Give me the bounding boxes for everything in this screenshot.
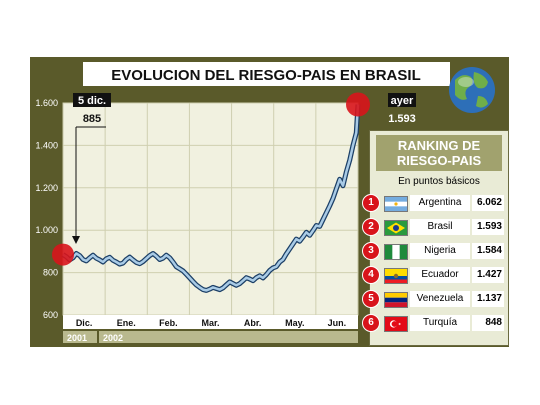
ranking-number-badge: 6 [362,314,380,332]
ranking-row: 6 Turquía 848 [362,313,508,333]
ranking-country-name: Venezuela [410,291,470,307]
x-tick-labels: Dic. Ene. Feb. Mar. Abr. May. Jun. [76,318,346,328]
ranking-value: 848 [472,315,504,331]
year-label-2001: 2001 [67,333,87,343]
ranking-row: 5 Venezuela 1.137 [362,289,508,309]
ranking-value: 6.062 [472,195,504,211]
venezuela-flag-icon [384,292,408,308]
turquia-flag-icon [384,316,408,332]
ranking-number-badge: 5 [362,290,380,308]
ranking-row: 1 Argentina 6.062 [362,193,508,213]
ranking-country-name: Nigeria [410,243,470,259]
ranking-value: 1.137 [472,291,504,307]
ranking-title: RANKING DE RIESGO-PAIS [376,135,502,171]
ranking-country-name: Ecuador [410,267,470,283]
chart-title: EVOLUCION DEL RIESGO-PAIS EN BRASIL [111,67,420,84]
start-annotation-label: 5 dic. [78,95,106,107]
start-annotation-arrow [72,236,80,244]
x-tick-label: Dic. [76,318,93,328]
ranking-value: 1.584 [472,243,504,259]
y-tick-labels: 1.600 1.400 1.200 1.000 800 600 [35,98,58,320]
ranking-subtitle: En puntos básicos [398,176,480,187]
plot-area [62,102,359,316]
x-tick-label: Feb. [159,318,178,328]
y-tick-label: 1.600 [35,98,58,108]
ranking-country-name: Brasil [410,219,470,235]
ranking-row: 2 Brasil 1.593 [362,217,508,237]
end-annotation-label: ayer [391,95,414,107]
x-tick-label: May. [285,318,304,328]
y-tick-label: 1.200 [35,183,58,193]
ranking-number-badge: 1 [362,194,380,212]
y-tick-label: 800 [43,268,58,278]
ranking-number-badge: 4 [362,266,380,284]
end-annotation-value: 1.593 [388,113,416,125]
ranking-row: 4 Ecuador 1.427 [362,265,508,285]
ranking-country-name: Turquía [410,315,470,331]
ranking-title-line1: RANKING DE [397,138,481,153]
x-tick-label: Abr. [244,318,262,328]
ranking-country-name: Argentina [410,195,470,211]
y-tick-label: 1.000 [35,225,58,235]
argentina-flag-icon [384,196,408,212]
x-tick-label: Ene. [117,318,136,328]
x-tick-label: Jun. [328,318,347,328]
globe-icon [449,67,495,113]
ranking-row: 3 Nigeria 1.584 [362,241,508,261]
nigeria-flag-icon [384,244,408,260]
y-tick-label: 1.400 [35,140,58,150]
ecuador-flag-icon [384,268,408,284]
y-tick-label: 600 [43,310,58,320]
year-label-2002: 2002 [103,333,123,343]
ranking-title-line2: RIESGO-PAIS [396,153,482,168]
ranking-number-badge: 3 [362,242,380,260]
start-marker [52,243,74,266]
start-annotation-value: 885 [83,113,101,125]
ranking-number-badge: 2 [362,218,380,236]
ranking-panel: RANKING DE RIESGO-PAIS En puntos básicos… [362,130,509,346]
series-line [62,104,360,292]
end-marker [346,92,370,117]
brasil-flag-icon [384,220,408,236]
ranking-value: 1.427 [472,267,504,283]
ranking-value: 1.593 [472,219,504,235]
x-tick-label: Mar. [201,318,219,328]
